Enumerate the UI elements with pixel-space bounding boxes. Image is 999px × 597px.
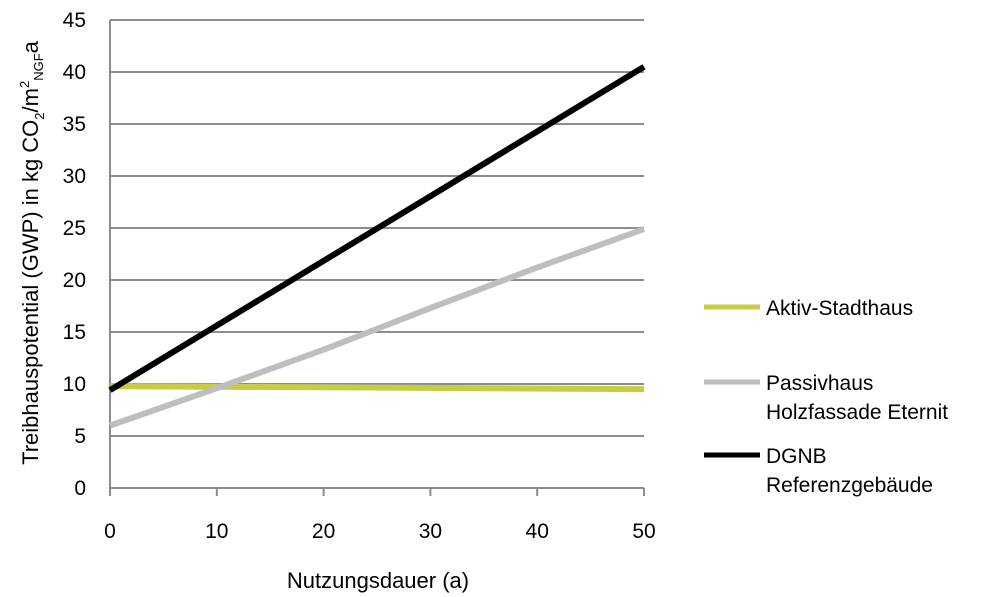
y-axis-label-prefix: Treibhauspotential (GWP) in kg CO <box>18 120 43 465</box>
x-tick-label: 40 <box>526 520 549 543</box>
series-line-2 <box>109 226 646 429</box>
legend-label: Holzfassade Eternit <box>766 401 948 424</box>
series-lines <box>108 64 646 429</box>
y-tick-label: 0 <box>74 477 86 500</box>
x-axis-label: Nutzungsdauer (a) <box>287 568 469 593</box>
axes <box>109 20 645 496</box>
y-tick-label: 35 <box>63 113 86 136</box>
y-tick-labels: 0 5 10 15 20 25 30 35 40 45 <box>63 9 86 500</box>
legend-label: DGNB <box>766 445 827 468</box>
x-tick-label: 10 <box>205 520 228 543</box>
x-tick-label: 30 <box>419 520 442 543</box>
y-tick-label: 45 <box>63 9 86 32</box>
y-axis-label-sub1: 2 <box>32 112 47 119</box>
series-line-3 <box>108 64 646 393</box>
y-axis-label-sup: 2 <box>17 81 32 88</box>
legend: Aktiv-Stadthaus Passivhaus Holzfassade Ete… <box>704 297 948 497</box>
y-tick-label: 25 <box>63 217 86 240</box>
y-axis-label-mid: /m <box>18 88 43 112</box>
y-tick-label: 5 <box>74 425 86 448</box>
x-tick-label: 20 <box>312 520 335 543</box>
y-axis-label-sub2: NGF <box>31 53 46 81</box>
legend-label: Aktiv-Stadthaus <box>766 297 913 320</box>
x-tick-label: 0 <box>104 520 116 543</box>
y-axis-label-suffix: a <box>18 40 43 53</box>
y-tick-label: 30 <box>63 165 86 188</box>
x-tick-label: 50 <box>632 520 655 543</box>
y-tick-label: 10 <box>63 373 86 396</box>
y-tick-label: 40 <box>63 61 86 84</box>
y-tick-label: 15 <box>63 321 86 344</box>
y-tick-label: 20 <box>63 269 86 292</box>
y-axis-label: Treibhauspotential (GWP) in kg CO2/m2NGF… <box>17 40 47 465</box>
legend-label: Passivhaus <box>766 372 873 395</box>
series-line-1 <box>109 383 645 393</box>
x-tick-labels: 0 10 20 30 40 50 <box>104 520 656 543</box>
legend-label: Referenzgebäude <box>766 474 933 497</box>
